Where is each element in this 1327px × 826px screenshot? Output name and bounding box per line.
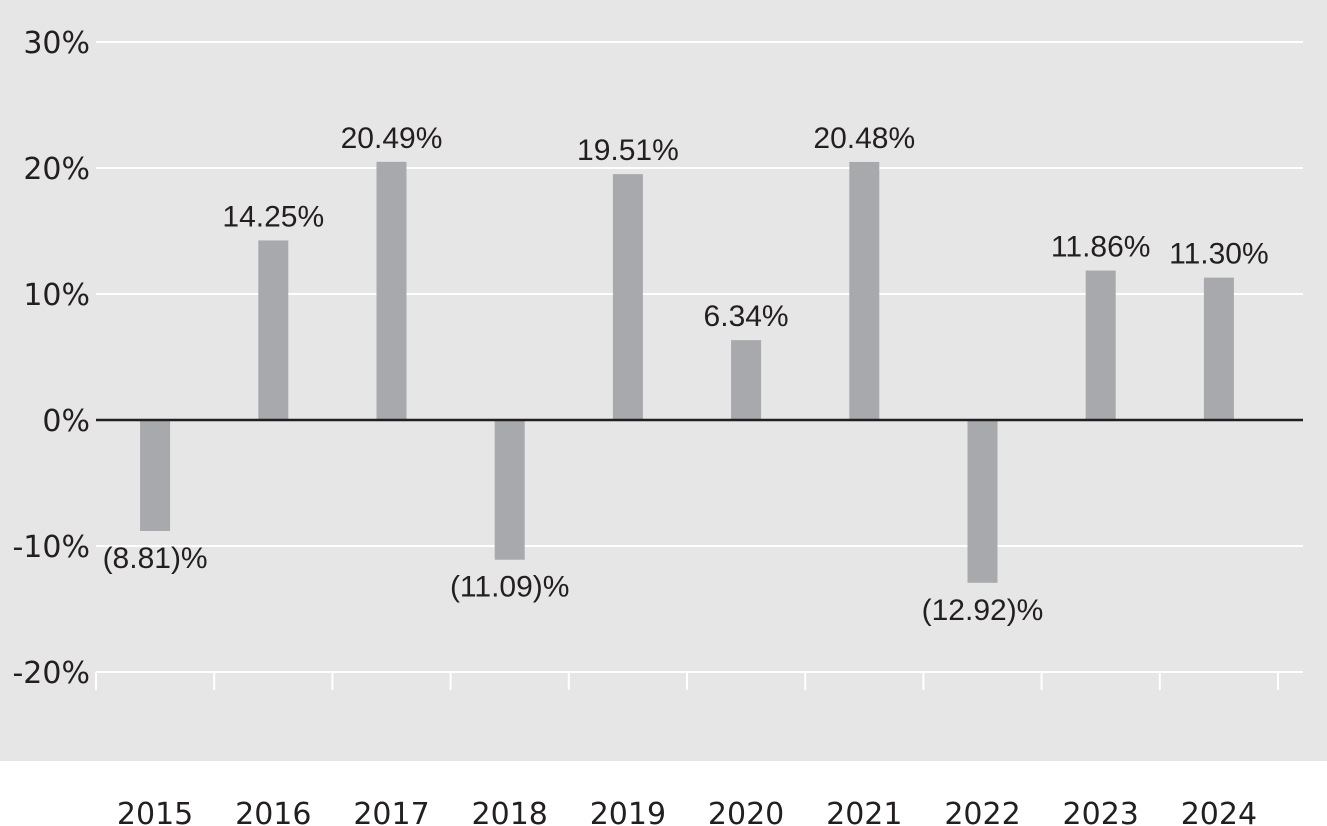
bar-2023 bbox=[1085, 270, 1116, 420]
data-label: 11.86% bbox=[1051, 231, 1151, 264]
x-tick-label: 2016 bbox=[235, 797, 311, 826]
bar-2017 bbox=[376, 161, 407, 421]
y-tick-label: 20% bbox=[23, 152, 90, 187]
y-tick-label: 10% bbox=[23, 278, 90, 313]
x-tick-label: 2018 bbox=[472, 797, 548, 826]
data-labels: (8.81)% 14.25% 20.49% (11.09)% 19.51% 6.34% 20… bbox=[103, 122, 1269, 627]
y-tick-label: 0% bbox=[42, 404, 90, 439]
data-label: 20.49% bbox=[341, 122, 443, 155]
bar-2015 bbox=[140, 420, 171, 532]
bars bbox=[140, 161, 1234, 583]
x-tick-label: 2017 bbox=[353, 797, 429, 826]
x-tick-label: 2022 bbox=[944, 797, 1020, 826]
bar-2016 bbox=[258, 240, 289, 420]
y-tick-label: -10% bbox=[12, 530, 90, 565]
plot-background bbox=[0, 0, 1327, 761]
bar-2020 bbox=[731, 340, 762, 420]
bar-2022 bbox=[967, 420, 998, 583]
x-tick-label: 2021 bbox=[826, 797, 902, 826]
data-label: (12.92)% bbox=[922, 594, 1044, 627]
x-tick-label: 2015 bbox=[117, 797, 193, 826]
y-axis-ticks: 30% 20% 10% 0% -10% -20% bbox=[12, 26, 90, 691]
x-tick-label: 2024 bbox=[1181, 797, 1257, 826]
data-label: 14.25% bbox=[222, 200, 324, 233]
bar-2021 bbox=[849, 161, 880, 420]
data-label: 11.30% bbox=[1169, 238, 1269, 271]
bar-2018 bbox=[494, 420, 525, 560]
x-tick-label: 2019 bbox=[590, 797, 666, 826]
data-label: (11.09)% bbox=[450, 571, 570, 604]
x-tick-label: 2023 bbox=[1063, 797, 1139, 826]
x-axis bbox=[95, 671, 1303, 690]
data-label: (8.81)% bbox=[103, 542, 208, 575]
data-label: 6.34% bbox=[704, 300, 789, 333]
bar-2024 bbox=[1203, 277, 1234, 420]
data-label: 19.51% bbox=[577, 134, 679, 167]
y-tick-label: -20% bbox=[12, 656, 90, 691]
bar-2019 bbox=[612, 174, 643, 420]
data-label: 20.48% bbox=[813, 122, 915, 155]
x-axis-tick-labels: 2015 2016 2017 2018 2019 2020 2021 2022 2023 2024 bbox=[117, 797, 1257, 826]
x-tick-label: 2020 bbox=[708, 797, 784, 826]
y-tick-label: 30% bbox=[23, 26, 90, 61]
